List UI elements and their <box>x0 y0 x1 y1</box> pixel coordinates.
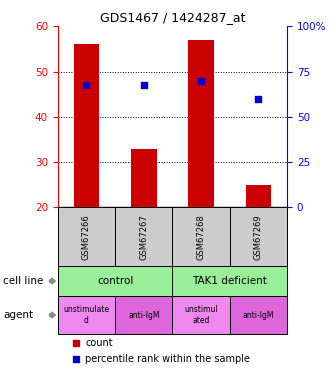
Text: control: control <box>97 276 133 286</box>
Bar <box>173 207 230 266</box>
Bar <box>230 207 287 266</box>
Text: GSM67267: GSM67267 <box>139 214 148 260</box>
Text: percentile rank within the sample: percentile rank within the sample <box>85 354 250 364</box>
Title: GDS1467 / 1424287_at: GDS1467 / 1424287_at <box>100 11 245 24</box>
Point <box>256 96 261 102</box>
Point <box>198 78 204 84</box>
Text: GSM67266: GSM67266 <box>82 214 91 260</box>
Bar <box>58 296 115 334</box>
Bar <box>230 296 287 334</box>
Text: count: count <box>85 338 113 348</box>
Point <box>84 82 89 88</box>
Text: cell line: cell line <box>3 276 44 286</box>
Bar <box>246 185 271 207</box>
Text: anti-IgM: anti-IgM <box>128 310 159 320</box>
Text: GSM67269: GSM67269 <box>254 214 263 260</box>
Text: anti-IgM: anti-IgM <box>243 310 274 320</box>
Bar <box>115 207 173 266</box>
Bar <box>115 296 173 334</box>
Bar <box>58 266 173 296</box>
Point <box>74 356 79 362</box>
Bar <box>173 266 287 296</box>
Text: GSM67268: GSM67268 <box>197 214 206 260</box>
Bar <box>74 44 99 207</box>
Text: unstimul
ated: unstimul ated <box>184 305 218 325</box>
Bar <box>58 207 115 266</box>
Text: agent: agent <box>3 310 33 320</box>
Text: TAK1 deficient: TAK1 deficient <box>192 276 267 286</box>
Text: unstimulate
d: unstimulate d <box>63 305 110 325</box>
Bar <box>173 296 230 334</box>
Bar <box>188 40 214 207</box>
Point <box>141 82 147 88</box>
Bar <box>131 148 157 207</box>
Point <box>74 340 79 346</box>
